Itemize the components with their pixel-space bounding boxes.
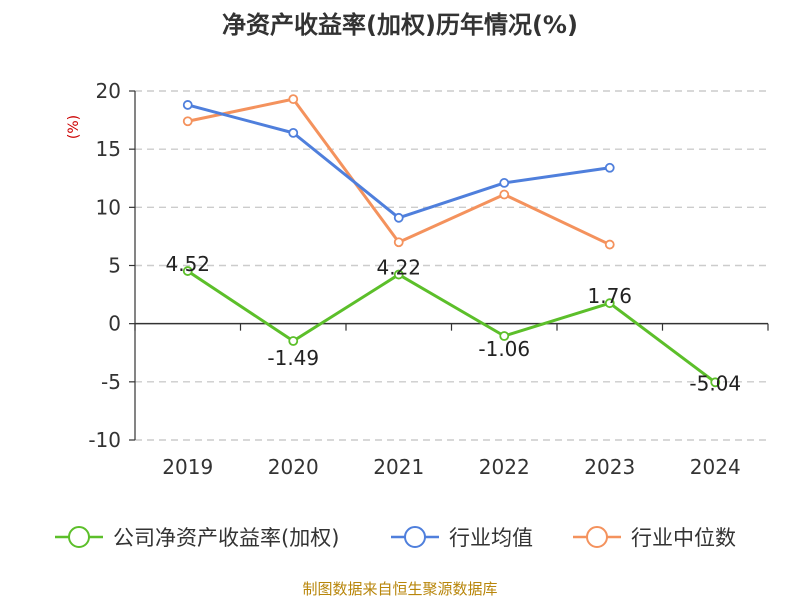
y-tick-label: -5	[101, 370, 121, 394]
data-label: -5.04	[689, 371, 741, 395]
y-tick-label: 0	[108, 312, 121, 336]
x-tick-label: 2023	[584, 455, 635, 479]
axes: -10 -5 0 5 10 15 20 2019 2020 2021 2022 2023 2024	[88, 79, 769, 479]
data-point	[499, 178, 510, 188]
data-label: 4.52	[165, 252, 210, 276]
data-point	[288, 94, 299, 105]
data-labels: 4.52 -1.49 4.22 -1.06 1.76 -5.04	[165, 252, 741, 395]
data-label: -1.06	[478, 337, 530, 361]
data-label: -1.49	[267, 346, 319, 370]
data-point	[393, 212, 404, 223]
series-layer	[182, 94, 721, 388]
legend-swatch-marker	[586, 526, 608, 548]
y-tick-label: -10	[88, 428, 121, 452]
legend-swatch-marker	[68, 526, 90, 548]
data-point	[604, 239, 615, 250]
data-point	[604, 162, 615, 173]
data-point	[710, 377, 721, 388]
x-tick-label: 2022	[479, 455, 530, 479]
data-point	[499, 331, 510, 341]
data-point	[288, 127, 299, 138]
data-label: 4.22	[376, 256, 421, 280]
x-tick-label: 2020	[268, 455, 319, 479]
y-tick-label: 10	[96, 195, 121, 219]
legend-item[interactable]: 行业中位数	[573, 526, 736, 550]
legend[interactable]: 公司净资产收益率(加权) 行业均值 行业中位数	[55, 526, 736, 550]
legend-label: 行业中位数	[631, 526, 736, 550]
y-tick-label: 15	[96, 137, 121, 161]
data-point	[182, 100, 193, 110]
data-point	[288, 336, 299, 346]
series-line	[186, 269, 717, 384]
y-tick-label: 20	[96, 79, 121, 103]
x-tick-label: 2019	[162, 455, 213, 479]
x-tick-label: 2021	[373, 455, 424, 479]
legend-swatch-marker	[404, 526, 426, 548]
legend-item[interactable]: 公司净资产收益率(加权)	[55, 526, 339, 550]
data-point	[182, 116, 193, 127]
y-axis-label: (%)	[66, 115, 82, 139]
data-point	[182, 266, 193, 276]
series-line	[187, 103, 610, 220]
data-label: 1.76	[587, 284, 632, 308]
data-point	[393, 237, 404, 248]
data-point	[499, 189, 510, 200]
legend-label: 行业均值	[449, 526, 533, 550]
data-point	[393, 269, 404, 280]
legend-item[interactable]: 行业均值	[391, 526, 533, 550]
chart-title: 净资产收益率(加权)历年情况(%)	[222, 11, 578, 39]
gridlines	[135, 90, 768, 441]
source-note: 制图数据来自恒生聚源数据库	[302, 580, 497, 598]
legend-label: 公司净资产收益率(加权)	[113, 526, 339, 550]
y-tick-label: 5	[108, 254, 121, 278]
data-point	[604, 298, 615, 309]
x-tick-label: 2024	[690, 455, 741, 479]
